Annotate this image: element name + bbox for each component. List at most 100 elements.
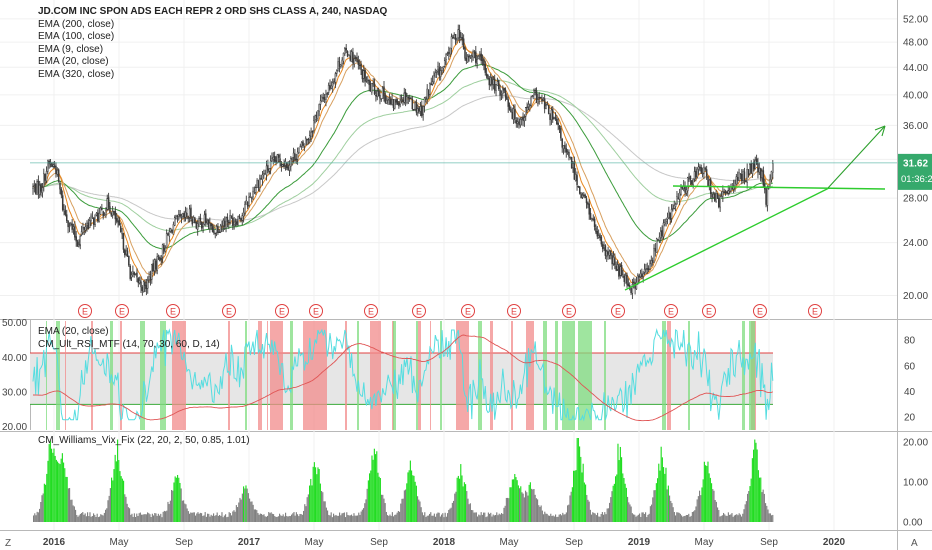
- candle-body[interactable]: [205, 213, 207, 224]
- candle-body[interactable]: [615, 265, 617, 271]
- candle-body[interactable]: [392, 99, 395, 108]
- candle-body[interactable]: [93, 217, 95, 225]
- candle-body[interactable]: [292, 152, 295, 158]
- candle-body[interactable]: [70, 223, 72, 226]
- candle-body[interactable]: [403, 92, 405, 103]
- candle-body[interactable]: [286, 162, 288, 169]
- candle-body[interactable]: [40, 183, 42, 192]
- candle-body[interactable]: [646, 268, 648, 270]
- candle-body[interactable]: [369, 83, 372, 92]
- candle-body[interactable]: [685, 189, 688, 194]
- candle-body[interactable]: [746, 168, 748, 183]
- candle-body[interactable]: [252, 190, 254, 197]
- candle-body[interactable]: [300, 141, 303, 147]
- candle-body[interactable]: [233, 221, 235, 225]
- candle-body[interactable]: [429, 83, 431, 95]
- candle-body[interactable]: [723, 191, 725, 194]
- candle-body[interactable]: [464, 47, 466, 59]
- candle-body[interactable]: [421, 105, 423, 116]
- candle-body[interactable]: [425, 97, 427, 99]
- candle-body[interactable]: [353, 58, 356, 65]
- candle-body[interactable]: [221, 225, 223, 227]
- candle-body[interactable]: [471, 55, 473, 58]
- candle-body[interactable]: [358, 64, 361, 67]
- candle-body[interactable]: [435, 70, 438, 73]
- candle-body[interactable]: [244, 204, 246, 214]
- candle-body[interactable]: [145, 284, 148, 290]
- candle-body[interactable]: [51, 163, 53, 167]
- candle-body[interactable]: [331, 82, 334, 87]
- candle-body[interactable]: [537, 99, 539, 104]
- candle-body[interactable]: [153, 259, 156, 271]
- candle-body[interactable]: [47, 160, 49, 172]
- candle-body[interactable]: [603, 245, 605, 248]
- candle-body[interactable]: [371, 83, 373, 93]
- candle-body[interactable]: [516, 121, 519, 124]
- candle-body[interactable]: [566, 151, 569, 153]
- candle-body[interactable]: [687, 177, 689, 192]
- candle-body[interactable]: [86, 222, 88, 226]
- candle-body[interactable]: [755, 158, 758, 165]
- candle-body[interactable]: [230, 215, 233, 219]
- candle-body[interactable]: [190, 207, 192, 219]
- candle-body[interactable]: [534, 89, 536, 92]
- candle-body[interactable]: [639, 273, 642, 277]
- candle-body[interactable]: [195, 222, 198, 229]
- candle-body[interactable]: [373, 83, 376, 94]
- candle-body[interactable]: [757, 163, 759, 173]
- candle-body[interactable]: [691, 180, 693, 185]
- candle-body[interactable]: [533, 90, 535, 96]
- candle-body[interactable]: [402, 100, 404, 102]
- candle-body[interactable]: [407, 96, 410, 99]
- candle-body[interactable]: [708, 179, 711, 187]
- candle-body[interactable]: [741, 174, 743, 182]
- candle-body[interactable]: [213, 230, 215, 234]
- candle-body[interactable]: [284, 160, 287, 166]
- candle-body[interactable]: [483, 59, 485, 66]
- candle-body[interactable]: [539, 96, 542, 99]
- candle-body[interactable]: [535, 90, 538, 103]
- candle-body[interactable]: [71, 223, 73, 230]
- candle-body[interactable]: [681, 186, 684, 190]
- candle-body[interactable]: [296, 151, 299, 160]
- candle-body[interactable]: [485, 73, 488, 77]
- candle-body[interactable]: [726, 191, 728, 194]
- candle-body[interactable]: [468, 55, 470, 58]
- candle-body[interactable]: [688, 174, 690, 178]
- candle-body[interactable]: [480, 53, 482, 62]
- candle-body[interactable]: [171, 229, 173, 234]
- earnings-marker[interactable]: [808, 304, 822, 318]
- candle-body[interactable]: [573, 162, 576, 180]
- candle-body[interactable]: [446, 53, 449, 55]
- candle-body[interactable]: [354, 57, 357, 59]
- candle-body[interactable]: [215, 226, 218, 233]
- candle-body[interactable]: [56, 169, 59, 175]
- candle-body[interactable]: [113, 211, 115, 213]
- candle-body[interactable]: [445, 54, 447, 60]
- candle-body[interactable]: [668, 211, 670, 219]
- candle-body[interactable]: [585, 198, 588, 204]
- candle-body[interactable]: [191, 219, 194, 225]
- candle-body[interactable]: [314, 115, 316, 120]
- candle-body[interactable]: [672, 208, 674, 210]
- legend-ema20[interactable]: EMA (20, close): [38, 56, 109, 67]
- candle-body[interactable]: [229, 215, 231, 223]
- candle-body[interactable]: [633, 281, 635, 284]
- candle-body[interactable]: [211, 226, 214, 232]
- candle-body[interactable]: [318, 104, 320, 112]
- candle-body[interactable]: [664, 222, 666, 225]
- earnings-marker[interactable]: [753, 304, 767, 318]
- candle-body[interactable]: [234, 221, 237, 224]
- candle-body[interactable]: [180, 215, 183, 218]
- candle-body[interactable]: [124, 249, 126, 256]
- candle-body[interactable]: [136, 272, 138, 278]
- candle-body[interactable]: [313, 120, 315, 131]
- candle-body[interactable]: [442, 65, 445, 69]
- candle-body[interactable]: [390, 99, 392, 105]
- candle-body[interactable]: [364, 69, 366, 82]
- candle-body[interactable]: [198, 218, 200, 224]
- candle-body[interactable]: [245, 200, 248, 205]
- candle-body[interactable]: [417, 108, 419, 114]
- candle-body[interactable]: [754, 159, 756, 170]
- earnings-marker[interactable]: [309, 304, 323, 318]
